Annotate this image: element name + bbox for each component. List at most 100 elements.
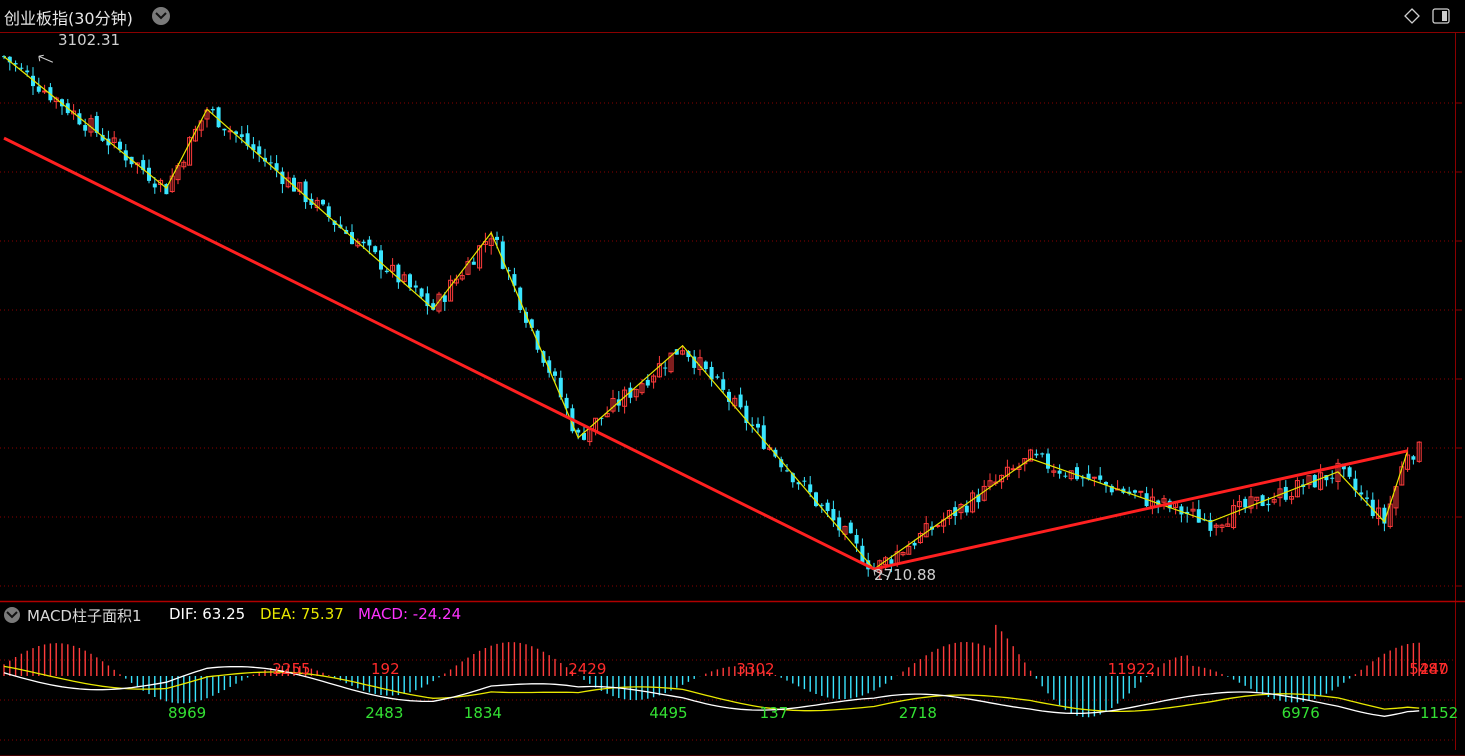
candle bbox=[367, 236, 372, 255]
candle-body bbox=[436, 293, 442, 312]
diamond-icon[interactable] bbox=[1404, 8, 1420, 28]
candle-body bbox=[408, 274, 412, 288]
candle-body bbox=[1318, 472, 1324, 490]
candle-body bbox=[379, 250, 383, 270]
candle bbox=[274, 155, 279, 178]
candle-body bbox=[401, 274, 407, 282]
candle bbox=[912, 539, 917, 550]
candle-body bbox=[367, 239, 372, 246]
candle bbox=[268, 155, 273, 170]
macd-area-label: 11922 bbox=[1107, 660, 1156, 678]
candle-body bbox=[1051, 470, 1057, 473]
candle bbox=[750, 417, 755, 433]
candle bbox=[999, 474, 1005, 489]
candle bbox=[715, 374, 720, 380]
candle bbox=[1411, 454, 1416, 465]
candle-body bbox=[1283, 486, 1288, 500]
candle-body bbox=[1091, 476, 1097, 479]
candle-body bbox=[332, 220, 337, 225]
candle-body bbox=[465, 261, 471, 275]
candle-body bbox=[164, 184, 169, 195]
candle-body bbox=[1271, 499, 1277, 503]
candle-body bbox=[1289, 496, 1295, 500]
candle-body bbox=[645, 379, 650, 386]
candle-body bbox=[1405, 454, 1411, 470]
candle-body bbox=[1306, 475, 1312, 486]
candle-body bbox=[518, 287, 523, 310]
candle bbox=[744, 400, 749, 431]
candle bbox=[599, 417, 604, 426]
candle-body bbox=[599, 417, 604, 419]
candle-body bbox=[680, 350, 686, 355]
candle bbox=[964, 500, 969, 516]
candle-body bbox=[477, 245, 483, 269]
macd-area-label: 137 bbox=[759, 704, 789, 722]
candle-body bbox=[860, 545, 865, 563]
panel-toggle-icon[interactable] bbox=[1432, 8, 1450, 28]
candle-body bbox=[604, 412, 610, 418]
candle bbox=[900, 551, 906, 557]
candle-body bbox=[831, 509, 836, 521]
candle-body bbox=[842, 525, 848, 535]
candle bbox=[71, 104, 77, 120]
macd-area-label: 6976 bbox=[1281, 704, 1320, 722]
candle bbox=[1185, 506, 1190, 523]
candle bbox=[633, 388, 639, 401]
candle-body bbox=[814, 492, 818, 507]
indicator-chevron-icon[interactable] bbox=[4, 607, 20, 623]
candle-body bbox=[628, 387, 633, 398]
chevron-down-icon[interactable] bbox=[152, 7, 170, 25]
annotation-arrow bbox=[873, 569, 889, 578]
candle bbox=[848, 520, 853, 534]
macd-area-label: 2255 bbox=[272, 660, 311, 678]
candle-body bbox=[837, 517, 842, 531]
candle bbox=[703, 360, 708, 373]
candle bbox=[692, 350, 697, 375]
candle bbox=[60, 98, 64, 115]
candle-body bbox=[1068, 470, 1074, 480]
candle-body bbox=[210, 109, 215, 111]
candle-body bbox=[83, 125, 88, 131]
candle bbox=[1347, 465, 1352, 480]
candle bbox=[808, 476, 813, 498]
candle bbox=[680, 345, 686, 356]
candle bbox=[379, 244, 383, 279]
title-bar: 创业板指(30分钟) bbox=[0, 0, 1465, 32]
candle bbox=[1260, 494, 1265, 507]
candle-body bbox=[744, 405, 749, 424]
candle-body bbox=[738, 394, 743, 408]
candle-body bbox=[1075, 467, 1079, 480]
candle-body bbox=[512, 274, 517, 286]
macd-area-label: 2429 bbox=[568, 660, 607, 678]
candle-body bbox=[488, 238, 494, 247]
candle-body bbox=[495, 236, 499, 240]
candle bbox=[436, 291, 442, 314]
candle bbox=[187, 136, 193, 166]
candle-body bbox=[338, 224, 343, 228]
candle bbox=[1318, 464, 1324, 491]
candle bbox=[1353, 470, 1358, 497]
candle-body bbox=[292, 177, 296, 192]
candle-body bbox=[1034, 453, 1039, 456]
macd-area-label: 2718 bbox=[898, 704, 937, 722]
candle-body bbox=[1260, 495, 1265, 507]
candle bbox=[1243, 496, 1248, 513]
candle-body bbox=[459, 275, 465, 280]
candle bbox=[1109, 484, 1114, 496]
candle-body bbox=[234, 131, 238, 135]
candle bbox=[216, 106, 221, 128]
candle bbox=[1051, 463, 1057, 477]
candle-body bbox=[500, 241, 505, 269]
candle-body bbox=[1179, 506, 1184, 515]
candle-body bbox=[1028, 449, 1034, 462]
trend-line bbox=[3, 136, 875, 571]
candle bbox=[94, 111, 99, 137]
candle bbox=[1306, 475, 1312, 489]
candle bbox=[1046, 448, 1050, 474]
candle bbox=[1208, 512, 1213, 537]
candle-body bbox=[790, 473, 795, 483]
candle bbox=[1098, 467, 1103, 484]
candle bbox=[1289, 491, 1295, 505]
candle-body bbox=[1236, 501, 1242, 508]
